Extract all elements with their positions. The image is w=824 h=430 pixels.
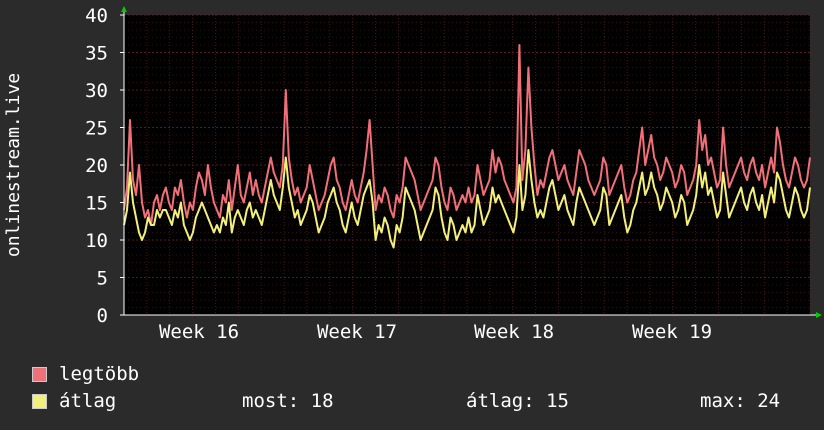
x-tick-labels: Week 16 Week 17 Week 18 Week 19 bbox=[159, 321, 712, 343]
x-tick-label: Week 18 bbox=[474, 321, 554, 343]
grid bbox=[123, 14, 811, 316]
legend-label-avg: átlag bbox=[59, 390, 117, 412]
y-tick-labels: 0 5 10 15 20 25 30 35 40 bbox=[85, 5, 124, 327]
stat-average: átlag: 15 bbox=[466, 390, 569, 412]
legend-swatch-avg bbox=[32, 393, 47, 409]
series-line-max bbox=[123, 44, 811, 226]
series-line-avg bbox=[123, 149, 811, 249]
y-tick-label: 15 bbox=[85, 193, 108, 215]
stat-current: most: 18 bbox=[242, 390, 334, 412]
legend-swatch-max bbox=[32, 366, 47, 382]
y-tick-label: 25 bbox=[85, 118, 108, 140]
series-layer bbox=[123, 44, 811, 249]
y-axis-arrow bbox=[121, 6, 127, 12]
axes bbox=[121, 6, 822, 318]
stat-max: max: 24 bbox=[700, 390, 781, 412]
y-tick-label: 30 bbox=[85, 80, 108, 102]
y-tick-label: 0 bbox=[97, 305, 108, 327]
legend-item-max: legtöbb bbox=[32, 363, 139, 385]
y-tick-label: 5 bbox=[97, 268, 108, 290]
legend-item-avg: átlag bbox=[32, 390, 116, 412]
y-tick-label: 20 bbox=[85, 155, 108, 177]
x-tick-label: Week 16 bbox=[159, 321, 239, 343]
y-axis-label: onlinestream.live bbox=[3, 73, 24, 257]
x-tick-label: Week 17 bbox=[317, 321, 397, 343]
y-tick-label: 40 bbox=[85, 5, 108, 27]
y-tick-label: 35 bbox=[85, 43, 108, 65]
x-tick-label: Week 19 bbox=[632, 321, 712, 343]
y-tick-label: 10 bbox=[85, 230, 108, 252]
legend-label-max: legtöbb bbox=[59, 363, 140, 385]
x-axis-arrow bbox=[816, 312, 822, 318]
